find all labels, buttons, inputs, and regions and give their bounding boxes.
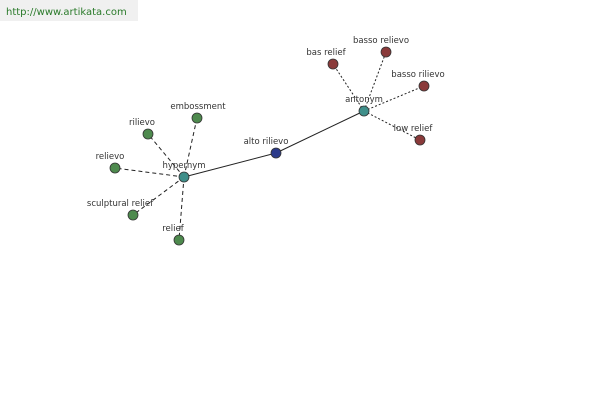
header-box xyxy=(0,0,138,21)
edge xyxy=(183,117,198,178)
node xyxy=(142,128,154,140)
node-label[interactable]: rilievo xyxy=(129,118,155,128)
edge xyxy=(132,176,185,216)
edges xyxy=(114,51,425,241)
node xyxy=(358,105,370,117)
node xyxy=(109,162,121,174)
node-label[interactable]: sculptural relief xyxy=(87,199,154,209)
edge xyxy=(363,85,425,112)
node-label[interactable]: basso relievo xyxy=(353,36,409,46)
node-label[interactable]: bas relief xyxy=(306,48,346,58)
node xyxy=(191,112,203,124)
node-label[interactable]: low relief xyxy=(394,124,434,134)
node-label[interactable]: hypernym xyxy=(162,161,205,171)
edge xyxy=(147,133,185,178)
node-label[interactable]: relievo xyxy=(96,152,125,162)
node xyxy=(380,46,392,58)
node-label[interactable]: basso rilievo xyxy=(391,70,444,80)
node-label[interactable]: alto rilievo xyxy=(244,137,289,147)
node-label[interactable]: antonym xyxy=(345,95,383,105)
edge xyxy=(332,63,365,112)
edge xyxy=(363,110,421,141)
node xyxy=(127,209,139,221)
node xyxy=(327,58,339,70)
edge xyxy=(183,152,277,178)
node xyxy=(414,134,426,146)
node xyxy=(173,234,185,246)
edge xyxy=(275,110,365,154)
edge xyxy=(114,167,185,178)
edge xyxy=(178,176,185,241)
edge xyxy=(363,51,387,112)
nodes: alto rilievo hypernym antonym embossment ril… xyxy=(87,36,445,246)
node-label[interactable]: embossment xyxy=(170,102,226,112)
node xyxy=(178,171,190,183)
node xyxy=(270,147,282,159)
node xyxy=(418,80,430,92)
header-url[interactable]: http://www.artikata.com xyxy=(6,7,127,18)
node-label[interactable]: relief xyxy=(162,224,184,234)
